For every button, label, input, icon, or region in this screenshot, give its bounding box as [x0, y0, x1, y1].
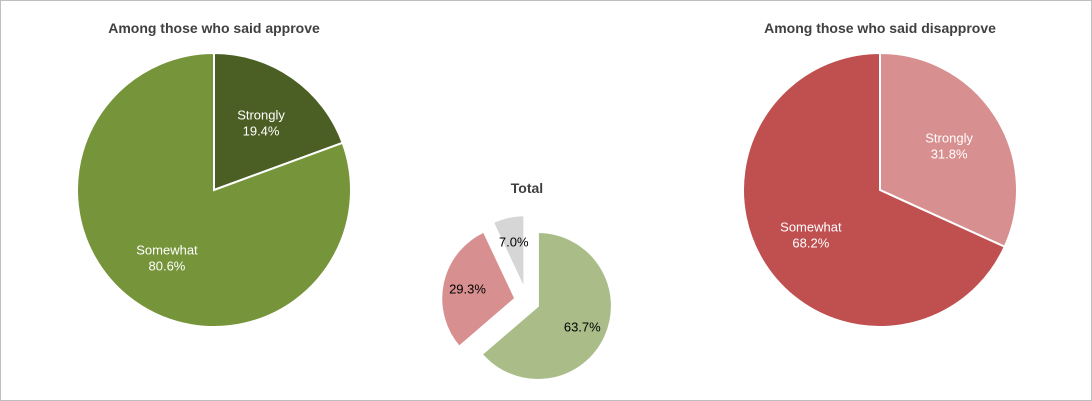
- pie-slices: [76, 51, 1018, 382]
- disapprove-pie-slice-1: [879, 51, 1018, 249]
- approve-pie-slice-1: [213, 51, 344, 192]
- total-slice-label-1: 63.7%: [564, 319, 601, 334]
- disapprove-pie-slice-2: [742, 51, 1007, 328]
- approve-pie-title: Among those who said approve: [108, 20, 320, 36]
- total-slice-label-3: 7.0%: [499, 235, 529, 250]
- disapprove-slice-label-1: Strongly 31.8%: [925, 131, 973, 162]
- disapprove-pie-title: Among those who said disapprove: [764, 20, 996, 36]
- approve-slice-label-2: Somewhat 80.6%: [136, 242, 198, 273]
- total-pie-slice-3: [491, 214, 526, 290]
- total-pie-slice-2: [440, 230, 517, 349]
- disapprove-slice-label-2: Somewhat 68.2%: [780, 219, 842, 250]
- total-pie-title: Total: [511, 180, 543, 196]
- total-slice-label-2: 29.3%: [449, 281, 486, 296]
- total-pie-slice-1: [480, 231, 613, 382]
- approve-pie-slice-2: [76, 51, 352, 328]
- pie-slice-labels: Strongly 19.4% Somewhat 80.6% 63.7% 29.3% 7.0%…: [136, 108, 973, 335]
- approve-slice-label-1: Strongly 19.4%: [237, 108, 285, 139]
